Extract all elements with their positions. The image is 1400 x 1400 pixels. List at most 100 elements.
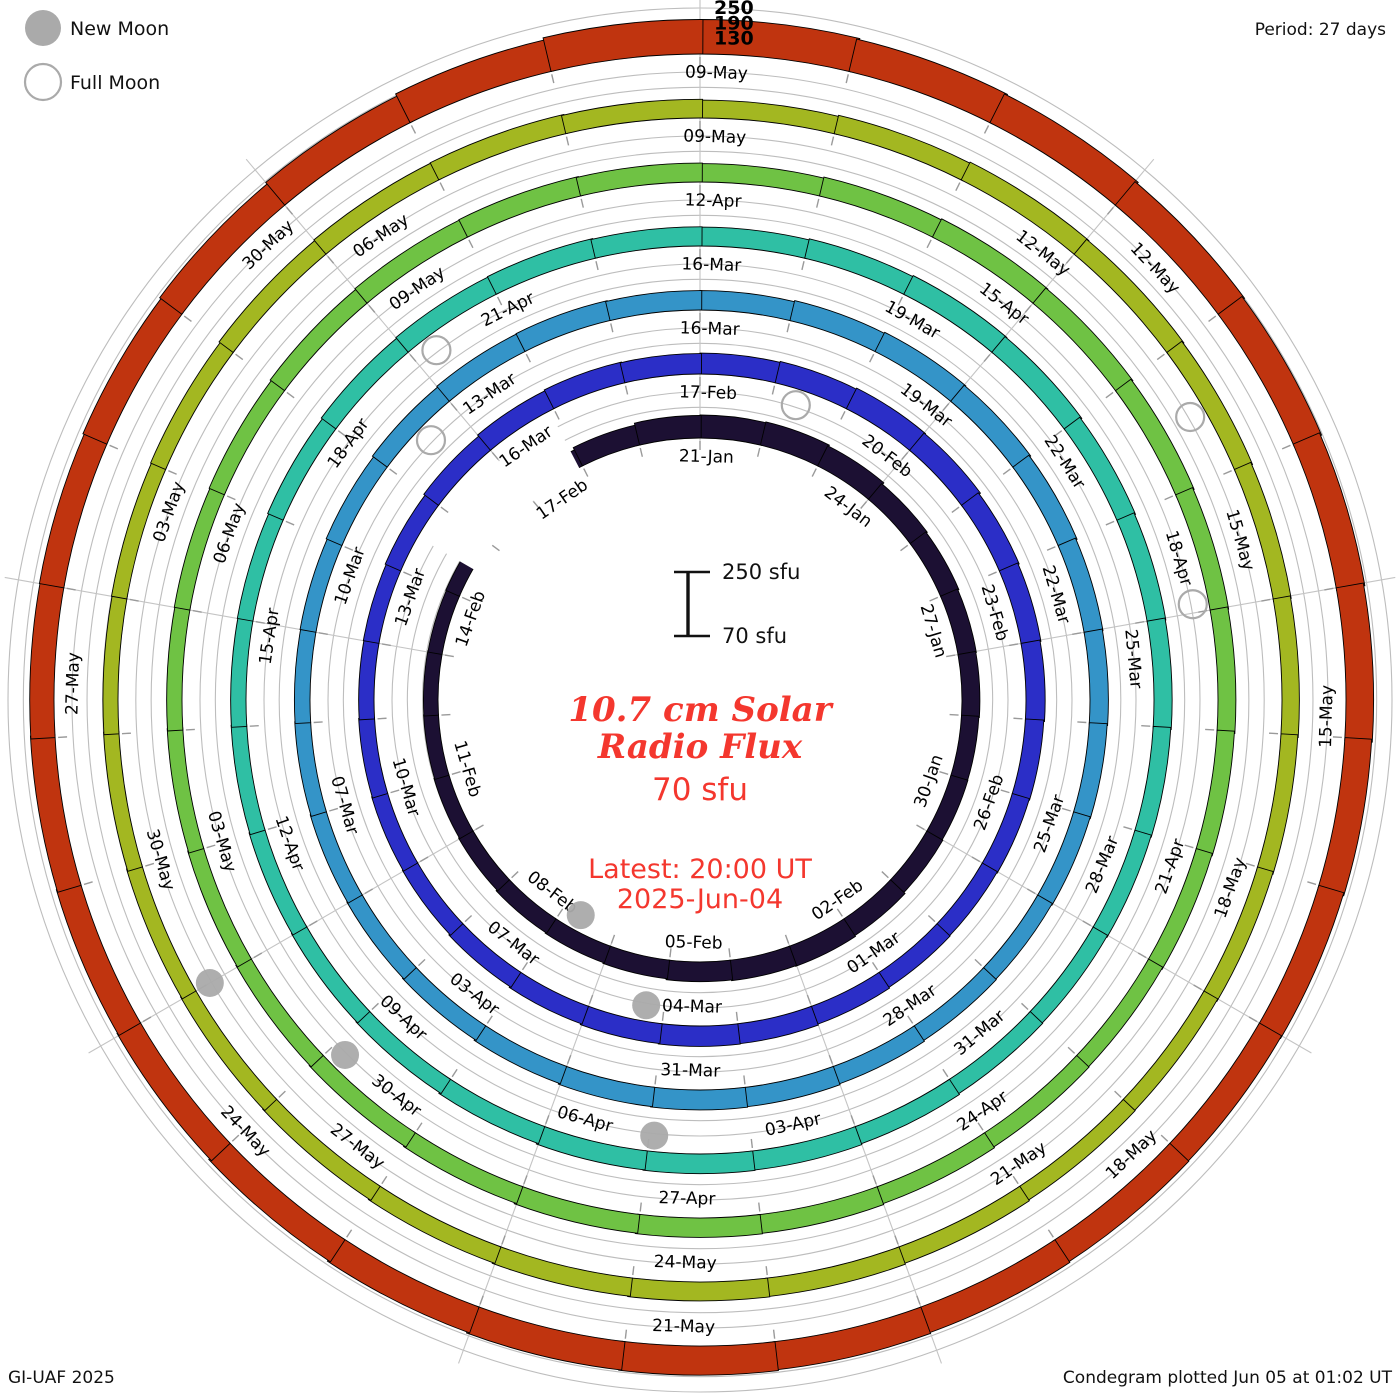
day-tick [1105, 520, 1115, 526]
radial-gridline [86, 86, 1314, 1314]
data-segment [362, 562, 402, 644]
full-moon-marker [415, 425, 447, 456]
data-segment [809, 971, 891, 1026]
day-tick [971, 856, 981, 863]
period-label: Period: 27 days [1254, 20, 1386, 40]
day-tick [450, 403, 458, 411]
day-tick [364, 888, 373, 895]
day-tick [1027, 888, 1036, 895]
day-tick [377, 717, 387, 720]
data-segment [991, 335, 1083, 432]
day-tick [66, 587, 76, 591]
day-tick [1160, 1134, 1169, 1142]
day-tick [772, 1329, 776, 1339]
ring-date-label: 16-Mar [681, 254, 741, 276]
day-tick [461, 596, 471, 602]
radial-gridline [135, 135, 1265, 1265]
data-segment [38, 431, 109, 589]
day-tick [1281, 444, 1291, 450]
moon-legend: New Moon Full Moon [23, 10, 169, 102]
data-segment [618, 1340, 779, 1376]
data-segment [950, 714, 980, 782]
ring-date-label: 06-Apr [555, 1102, 615, 1136]
day-tick [942, 403, 950, 411]
day-tick [894, 1235, 899, 1245]
day-tick [451, 1068, 458, 1078]
day-tick [491, 452, 499, 460]
data-segment [166, 604, 191, 732]
day-tick [1223, 470, 1232, 475]
radial-tick-label: 250 [714, 0, 754, 19]
day-tick [557, 908, 564, 917]
day-tick [521, 961, 529, 971]
day-tick [1054, 430, 1063, 437]
day-tick [881, 871, 889, 879]
day-tick [816, 198, 820, 208]
radial-gridline [278, 278, 1122, 1122]
day-tick [806, 994, 812, 1004]
data-segment [513, 1185, 641, 1234]
radial-gridline [327, 327, 1073, 1073]
day-tick [324, 1046, 333, 1054]
full-moon-label: Full Moon [70, 72, 160, 94]
day-tick [897, 296, 904, 306]
data-segment [458, 175, 584, 238]
data-segment [852, 1078, 961, 1145]
data-segment [1074, 958, 1164, 1070]
radial-gridline [22, 22, 1378, 1378]
data-segment [605, 290, 703, 322]
day-tick [610, 934, 616, 944]
data-segment [960, 492, 1020, 573]
day-tick [786, 323, 790, 333]
data-segment [294, 627, 317, 725]
data-segment [508, 970, 590, 1025]
scale-bottom-label: 70 sfu [722, 624, 787, 648]
day-tick [327, 256, 335, 264]
day-tick [318, 632, 328, 636]
day-tick [313, 721, 323, 724]
ring-baseline [373, 373, 1027, 1027]
data-segment [743, 1065, 841, 1108]
day-tick [916, 1295, 921, 1305]
day-tick [416, 1122, 423, 1131]
data-segment [367, 1184, 502, 1265]
data-ring [102, 98, 1300, 1302]
ring-date-label: 23-Feb [977, 582, 1013, 643]
day-tick [845, 74, 849, 84]
day-tick [926, 239, 932, 249]
data-segment [422, 650, 443, 717]
day-tick [309, 920, 318, 927]
ring-date-label: 27-Jan [916, 602, 951, 660]
day-tick [840, 411, 846, 420]
day-tick [661, 1011, 665, 1021]
day-tick [830, 136, 835, 146]
day-tick [624, 385, 629, 395]
data-segment [29, 734, 82, 893]
data-segment [371, 385, 452, 468]
day-tick [639, 447, 644, 457]
day-tick [977, 1122, 984, 1131]
day-tick [743, 1075, 746, 1085]
day-tick [285, 520, 295, 526]
radial-gridline [71, 71, 1329, 1329]
data-segment [874, 1132, 996, 1205]
data-ring [422, 414, 981, 983]
ring-date-label: 27-May [62, 652, 84, 715]
day-tick [168, 470, 177, 475]
day-tick [1248, 1016, 1258, 1023]
ring-date-label: 05-Feb [664, 932, 722, 954]
day-tick [337, 430, 346, 437]
day-tick [1205, 728, 1215, 731]
data-segment [294, 720, 327, 817]
data-segment [789, 300, 887, 353]
data-segment [102, 593, 128, 736]
day-tick [1067, 1046, 1076, 1054]
ring-date-label: 15-May [1316, 685, 1338, 748]
day-tick [83, 881, 93, 886]
day-tick [929, 596, 939, 602]
day-tick [654, 1075, 657, 1085]
day-tick [1082, 920, 1091, 927]
data-segment [650, 1086, 749, 1111]
day-tick [192, 609, 202, 613]
new-moon-marker [632, 991, 661, 1020]
